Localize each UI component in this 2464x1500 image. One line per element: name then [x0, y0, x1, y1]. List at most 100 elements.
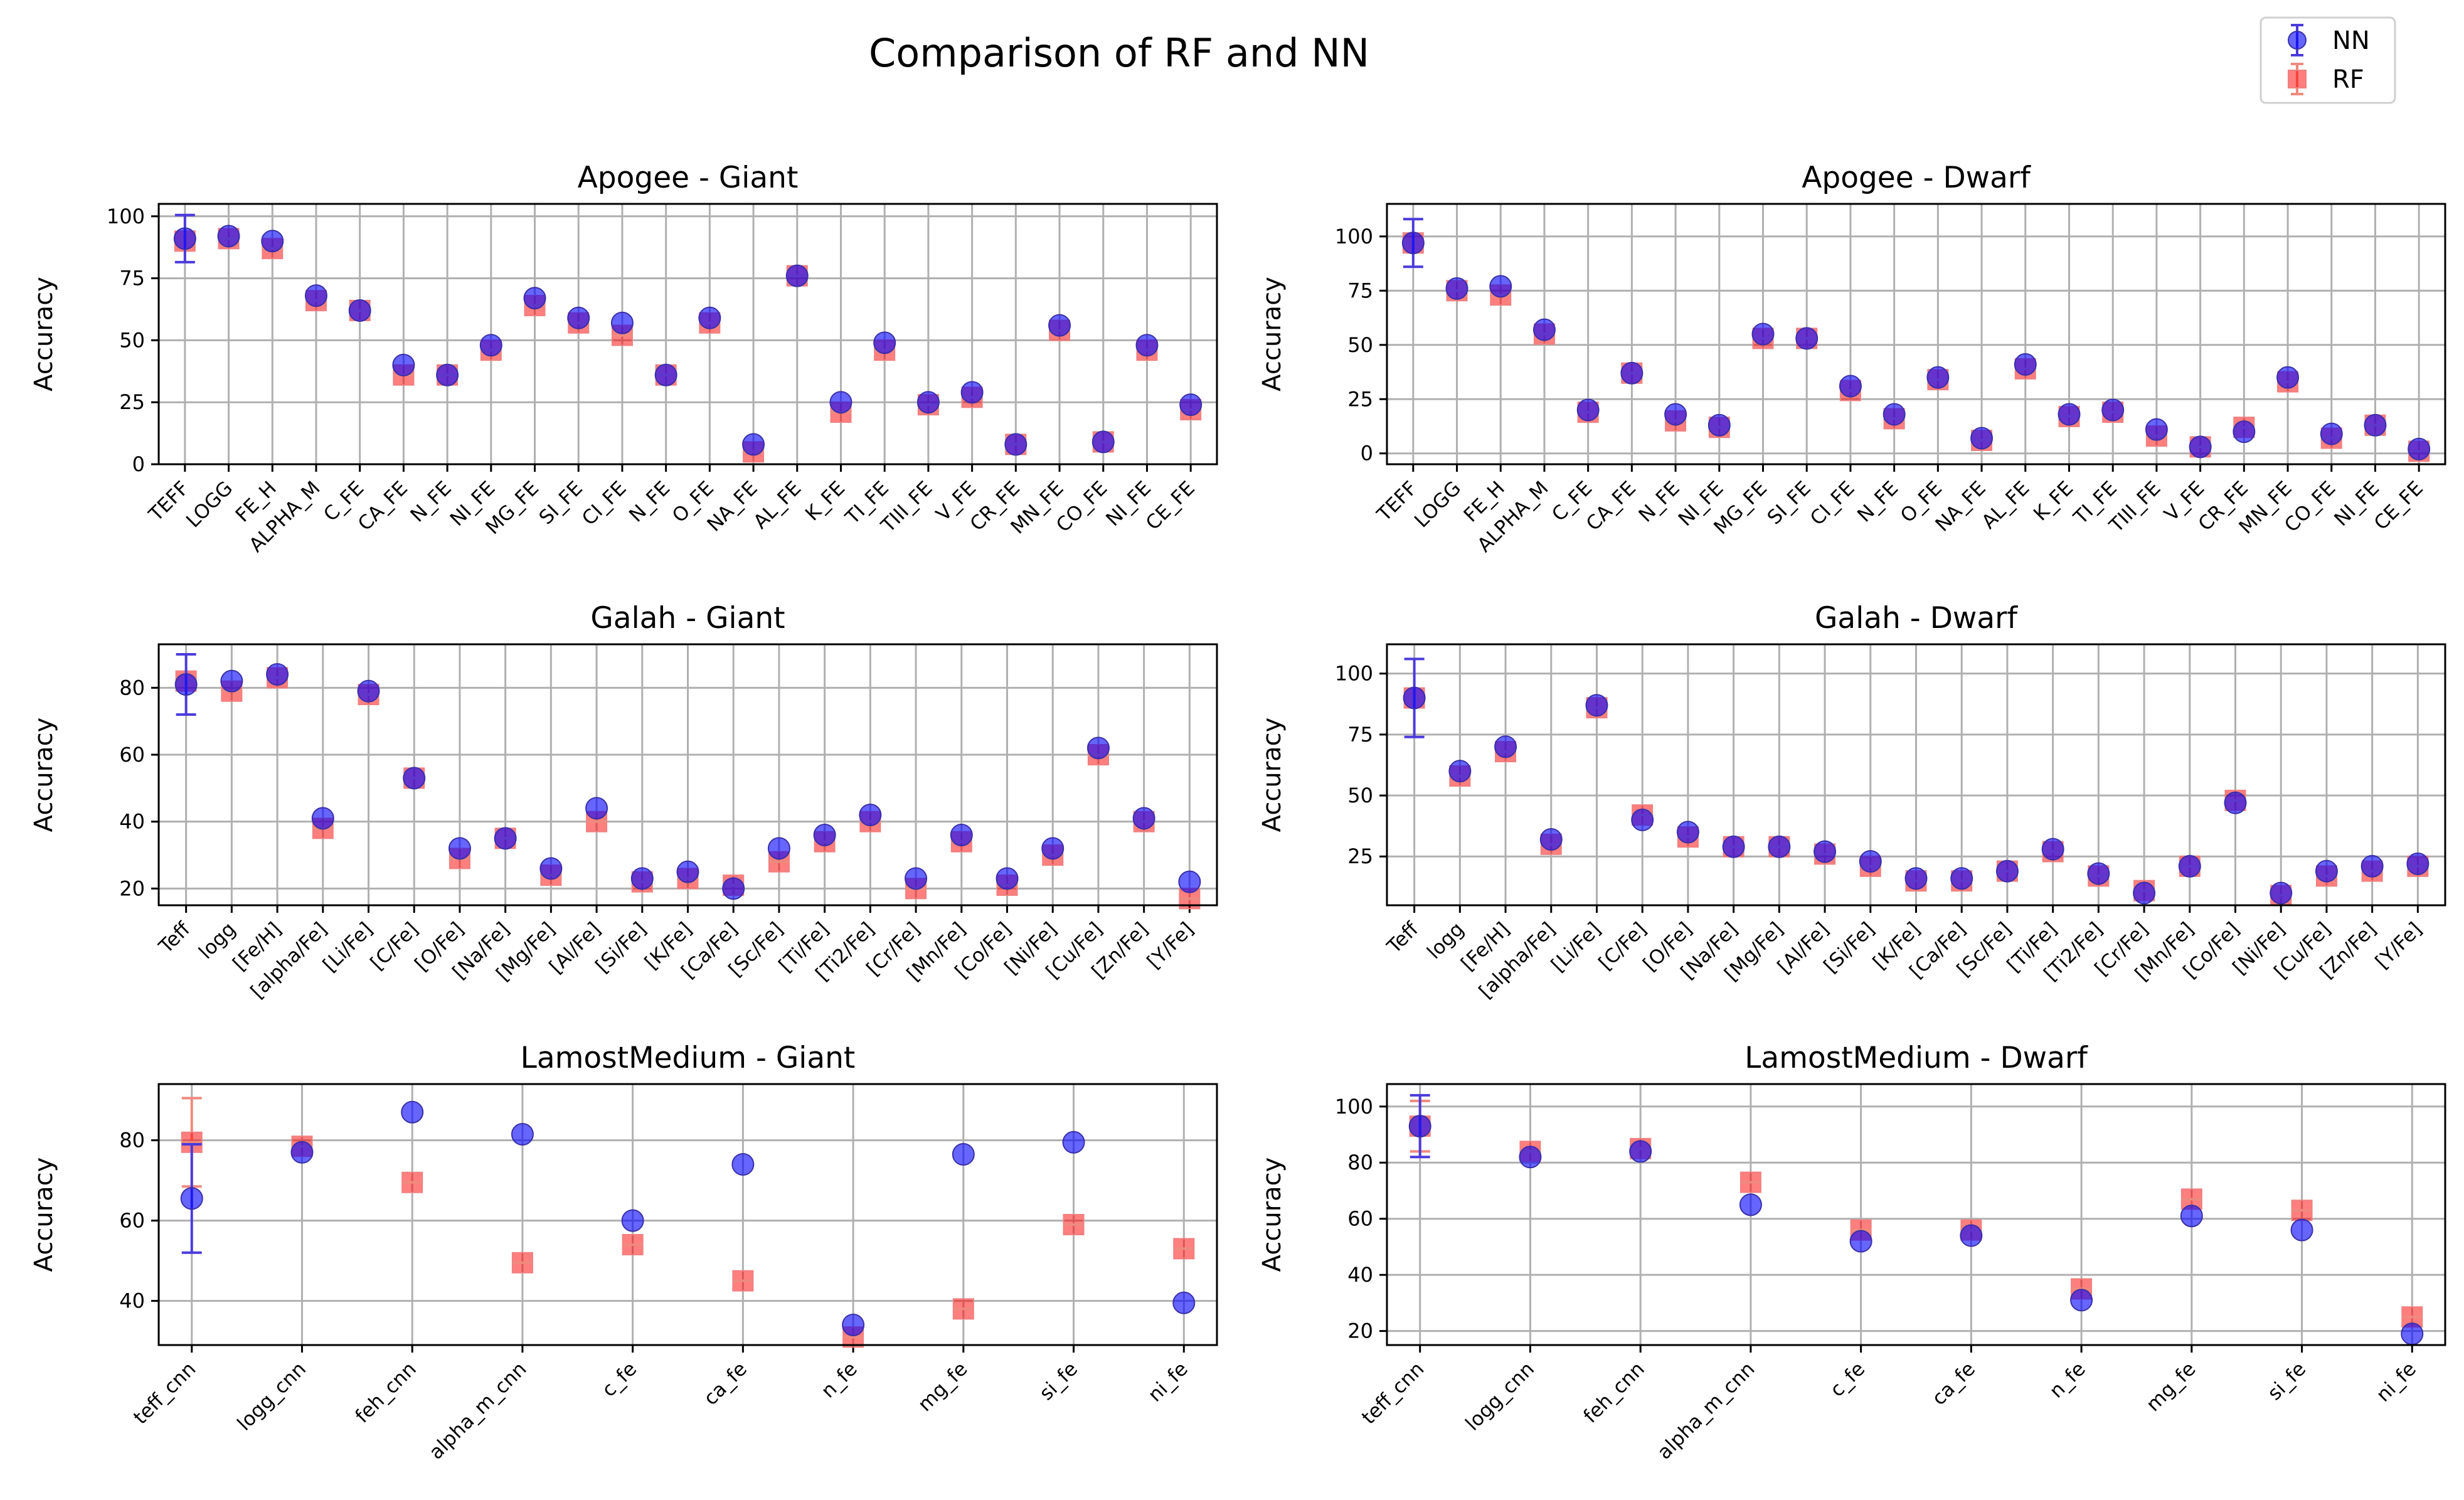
point-nn-k-fe [1904, 867, 1928, 890]
legend-marker-rf [2288, 70, 2307, 88]
point-nn-fe-h [1489, 275, 1512, 298]
point-nn-mn-fe [2178, 854, 2201, 878]
point-nn-teff [1403, 686, 1426, 710]
point-nn-si-fe [1062, 1130, 1085, 1154]
point-nn-feh-cnn [1629, 1140, 1652, 1163]
x-tick-label-ca-fe: ca_fe [699, 1358, 751, 1410]
point-nn-v-fe [960, 381, 984, 404]
point-nn-fe-h [266, 663, 289, 686]
x-tick-label-mg-fe: mg_fe [914, 1358, 972, 1416]
x-tick-label-li-fe: [Li/Fe] [1547, 918, 1605, 976]
point-nn-si-fe [2290, 1218, 2313, 1242]
point-nn-al-fe [785, 264, 809, 287]
point-nn-y-fe [1178, 870, 1201, 893]
point-nn-teff [1401, 231, 1425, 255]
y-tick-label: 100 [1335, 1095, 1373, 1119]
x-tick-label-ce-fe: CE_FE [1142, 477, 1199, 535]
x-tick-label-ci-fe: CI_FE [578, 477, 631, 530]
point-nn-li-fe [1585, 694, 1608, 717]
y-tick-label: 20 [1347, 1319, 1373, 1343]
point-nn-logg [1448, 760, 1472, 783]
x-tick-label-logg: LOGG [182, 477, 237, 532]
x-tick-label-na-fe: NA_FE [703, 477, 762, 536]
point-nn-si-fe [1859, 850, 1882, 873]
y-axis-label: Accuracy [1258, 1157, 1287, 1272]
point-nn-mn-fe [1048, 314, 1071, 337]
point-nn-na-fe [1970, 427, 1994, 450]
point-nn-na-fe [1722, 835, 1745, 858]
x-tick-label-c-fe: [C/Fe] [366, 918, 423, 974]
y-tick-label: 75 [1347, 723, 1373, 747]
y-tick-label: 100 [107, 205, 145, 228]
x-tick-label-ni-fe: ni_fe [2372, 1358, 2421, 1407]
point-nn-logg-cnn [290, 1141, 314, 1164]
point-nn-mg-fe [523, 287, 546, 310]
point-nn-na-fe [742, 433, 765, 456]
point-nn-cr-fe [905, 867, 928, 890]
x-tick-label-li-fe: [Li/Fe] [319, 918, 377, 976]
x-tick-label-si-fe: si_fe [2263, 1358, 2310, 1405]
y-tick-label: 75 [119, 267, 145, 290]
point-nn-ci-fe [610, 311, 634, 334]
x-tick-label-feh-cnn: feh_cnn [1579, 1358, 1649, 1427]
point-nn-c-fe [1849, 1230, 1872, 1253]
y-tick-label: 60 [119, 743, 145, 767]
x-tick-label-logg-cnn: logg_cnn [1462, 1358, 1539, 1435]
point-nn-ti-fe [2101, 398, 2125, 422]
point-nn-logg-cnn [1519, 1146, 1542, 1169]
x-tick-label-al-fe: AL_FE [749, 477, 805, 533]
x-tick-label-si-fe: si_fe [1035, 1358, 1082, 1405]
point-nn-mg-fe [1768, 835, 1791, 858]
point-nn-fe-h [1494, 735, 1517, 758]
x-tick-label-mg-fe: mg_fe [2142, 1358, 2201, 1416]
point-nn-n-fe [842, 1314, 865, 1336]
y-axis-label: Accuracy [29, 277, 58, 391]
point-nn-n-fe [436, 363, 459, 386]
point-nn-teff [173, 227, 196, 250]
point-nn-si-fe [630, 867, 654, 890]
point-nn-o-fe [1676, 821, 1699, 844]
point-nn-ni-fe [479, 334, 502, 357]
legend-marker-nn [2288, 31, 2307, 50]
point-nn-o-fe [698, 306, 721, 329]
panel-apogee-dwarf: Apogee - DwarfAccuracy0255075100TEFFLOGG… [1258, 161, 2446, 556]
legend-label-nn: NN [2332, 26, 2370, 55]
x-tick-label-teff: Teff [154, 918, 195, 959]
point-nn-c-fe [1631, 808, 1654, 831]
point-nn-ti2-fe [2087, 862, 2110, 885]
x-tick-label-y-fe: [Y/Fe] [1143, 918, 1198, 973]
point-nn-mn-fe [950, 824, 973, 846]
y-tick-label: 80 [119, 1129, 145, 1152]
legend-box [2260, 16, 2396, 104]
point-nn-ce-fe [2408, 437, 2431, 460]
point-nn-c-fe [348, 299, 371, 322]
point-nn-cr-fe [2133, 881, 2156, 905]
x-tick-label-k-fe: K_FE [2029, 477, 2078, 525]
point-nn-k-fe [829, 391, 852, 414]
point-nn-cu-fe [1086, 737, 1110, 760]
point-nn-mg-fe [539, 857, 563, 880]
panel-title: Apogee - Dwarf [1802, 161, 2031, 195]
point-nn-o-fe [1926, 366, 1950, 389]
x-tick-label-teff-cnn: teff_cnn [129, 1358, 200, 1428]
x-tick-label-al-fe: [Al/Fe] [545, 918, 605, 978]
panel-title: Apogee - Giant [578, 161, 799, 195]
x-tick-label-k-fe: K_FE [801, 477, 849, 525]
y-tick-label: 25 [1347, 844, 1373, 868]
point-nn-sc-fe [1995, 859, 2019, 883]
plot-frame [157, 1083, 1218, 1346]
point-nn-zn-fe [2360, 854, 2384, 878]
y-tick-label: 75 [1347, 279, 1373, 302]
point-nn-si-fe [1795, 327, 1819, 350]
point-nn-co-fe [2224, 791, 2247, 814]
point-nn-teff-cnn [180, 1187, 203, 1210]
panel-title: LamostMedium - Dwarf [1744, 1041, 2088, 1075]
point-nn-na-fe [494, 827, 517, 850]
x-tick-label-teff: Teff [1383, 918, 1423, 959]
x-tick-label-al-fe: AL_FE [1977, 477, 2034, 533]
point-nn-ca-fe [1950, 867, 1973, 890]
x-tick-label-n-fe: N_FE [1634, 477, 1684, 526]
y-tick-label: 50 [1347, 333, 1373, 357]
